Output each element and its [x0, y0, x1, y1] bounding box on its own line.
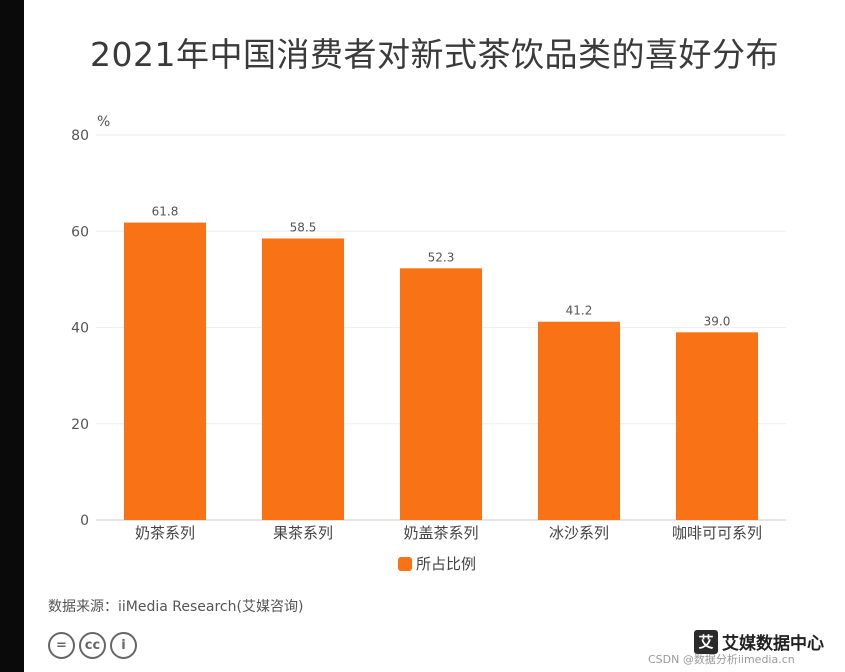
chart-bars	[124, 222, 758, 520]
bar-value-label: 39.0	[704, 314, 731, 328]
bar-value-label: 58.5	[290, 220, 317, 234]
equals-icon: =	[48, 632, 75, 659]
legend-label: 所占比例	[416, 555, 477, 573]
attribution-icon: i	[110, 632, 137, 659]
cc-icon: cc	[79, 632, 106, 659]
x-tick-label: 咖啡可可系列	[672, 524, 762, 542]
iimedia-logo: 艾 艾媒数据中心	[694, 629, 824, 654]
left-edge-strip	[0, 0, 24, 672]
y-tick-label: 20	[71, 417, 89, 433]
x-tick-label: 果茶系列	[273, 524, 333, 542]
bar[interactable]	[400, 268, 482, 520]
chart-legend[interactable]: 所占比例	[398, 553, 476, 574]
logo-mark-icon: 艾	[694, 629, 718, 654]
watermark: CSDN @数据分析iimedia.cn	[648, 653, 795, 666]
x-tick-label: 奶茶系列	[135, 524, 195, 542]
chart-title: 2021年中国消费者对新式茶饮品类的喜好分布	[90, 35, 779, 74]
x-axis-labels: 奶茶系列 果茶系列 奶盖茶系列 冰沙系列 咖啡可可系列	[135, 524, 762, 542]
y-axis-labels: 0 20 40 60 80	[71, 128, 89, 529]
bar[interactable]	[676, 332, 758, 520]
bar[interactable]	[262, 238, 344, 520]
data-labels: 61.8 58.5 52.3 41.2 39.0	[152, 205, 731, 329]
bar-value-label: 41.2	[566, 304, 593, 318]
data-source: 数据来源：iiMedia Research(艾媒咨询)	[48, 599, 304, 615]
license-icons: = cc i	[48, 632, 137, 659]
legend-swatch	[398, 556, 412, 571]
x-tick-label: 冰沙系列	[549, 524, 609, 542]
x-tick-label: 奶盖茶系列	[403, 524, 478, 542]
y-tick-label: 40	[71, 321, 89, 337]
y-axis-unit: %	[97, 114, 110, 130]
y-tick-label: 0	[80, 513, 89, 529]
y-tick-label: 80	[71, 128, 89, 144]
logo-text: 艾媒数据中心	[722, 634, 824, 654]
bar[interactable]	[538, 321, 620, 520]
bar-value-label: 61.8	[152, 205, 179, 219]
y-tick-label: 60	[71, 224, 89, 240]
bar[interactable]	[124, 222, 206, 520]
bar-value-label: 52.3	[428, 250, 455, 264]
